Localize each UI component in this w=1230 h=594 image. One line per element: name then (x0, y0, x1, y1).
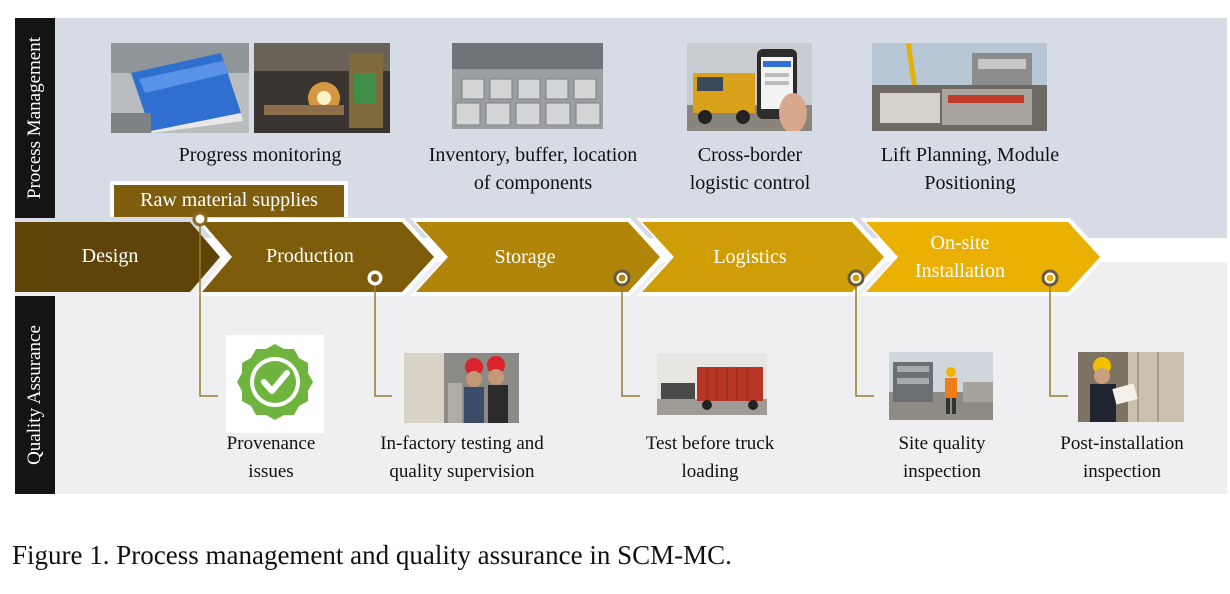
cross-border-caption: Cross-border logistic control (689, 144, 811, 194)
raw-material-supplies-box: Raw material supplies (110, 181, 348, 217)
stage-storage-label: Storage (494, 246, 556, 268)
lift-planning-caption: Lift Planning, Module Positioning (880, 144, 1060, 194)
provenance-caption: Provenance issues (226, 433, 316, 482)
raw-material-marker (192, 211, 208, 227)
warehouse-photo (452, 43, 603, 129)
quality-assurance-band (15, 262, 1227, 494)
truck-phone-photo (687, 43, 812, 131)
raw-material-supplies-label: Raw material supplies (114, 185, 344, 217)
connector-lines (192, 211, 1068, 397)
stage-logistics-label: Logistics (713, 246, 787, 268)
inventory-caption: Inventory, buffer, location of component… (428, 144, 638, 194)
process-management-label: Process Management (24, 37, 45, 199)
in-factory-testing-caption: In-factory testing and quality supervisi… (380, 433, 544, 482)
site-quality-caption: Site quality inspection (898, 433, 986, 482)
stage-design-chevron (15, 222, 220, 292)
post-installation-caption: Post-installation inspection (1060, 433, 1184, 482)
stage-installation-label: On-site Installation (915, 232, 1005, 282)
factory-inspection-photo (404, 353, 519, 423)
quality-assurance-sidebar: Quality Assurance (15, 296, 55, 494)
inspector-photo (1078, 352, 1184, 422)
stage-design-label: Design (81, 245, 139, 267)
check-badge-icon (226, 335, 324, 433)
container-truck-photo (657, 353, 767, 415)
sandwich-panels-photo (111, 43, 249, 133)
test-before-loading-caption: Test before truck loading (645, 433, 775, 482)
welding-photo (254, 43, 390, 133)
progress-monitoring-caption: Progress monitoring (178, 144, 342, 166)
crane-site-photo (872, 43, 1047, 131)
site-worker-photo (889, 352, 993, 420)
stage-production-label: Production (266, 245, 354, 267)
process-management-sidebar: Process Management (15, 18, 55, 218)
figure-caption: Figure 1. Process management and quality… (12, 540, 732, 570)
